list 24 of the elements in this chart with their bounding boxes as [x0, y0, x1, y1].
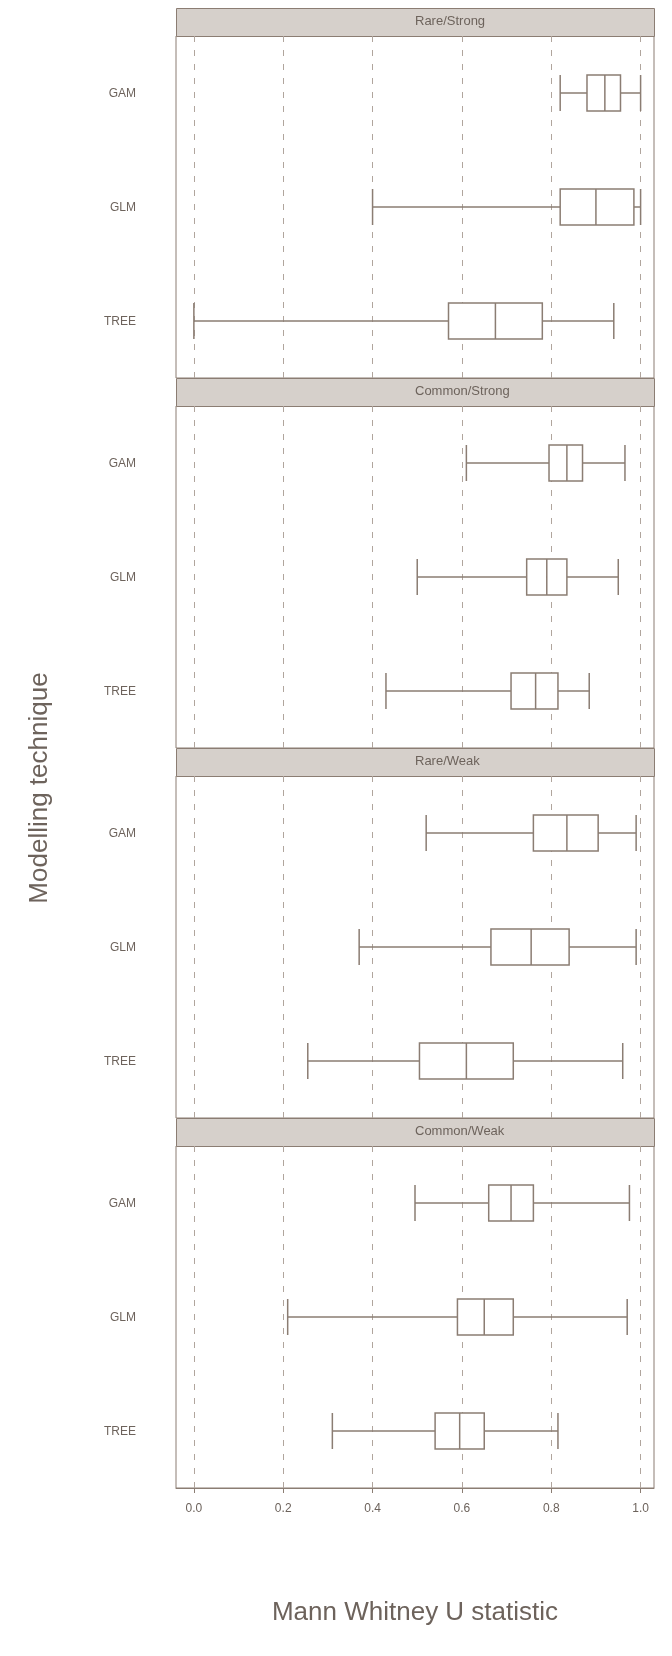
y-tick-label: GAM: [108, 456, 136, 470]
x-tick-label: 1.0: [632, 1501, 650, 1515]
x-tick-label: 0.8: [542, 1501, 560, 1515]
y-tick-label: GAM: [108, 826, 136, 840]
y-tick-label: TREE: [103, 684, 136, 698]
x-axis-title: Mann Whitney U statistic: [271, 1596, 559, 1626]
y-tick-label: TREE: [103, 1424, 136, 1438]
y-tick-label: GLM: [109, 940, 136, 954]
y-tick-label: TREE: [103, 314, 136, 328]
y-tick-label: GAM: [108, 86, 136, 100]
chart-title: Rare/Strong: [415, 13, 486, 28]
x-tick-label: 0.6: [453, 1501, 471, 1515]
x-tick-label: 0.0: [185, 1501, 203, 1515]
y-tick-label: GLM: [109, 200, 136, 214]
x-tick-label: 0.2: [274, 1501, 292, 1515]
chart-title: Common/Strong: [415, 383, 510, 398]
y-tick-label: GAM: [108, 1196, 136, 1210]
chart-title: Rare/Weak: [414, 753, 481, 768]
y-axis-title: Modelling technique: [22, 672, 54, 904]
chart-title: Common/Weak: [415, 1123, 505, 1138]
y-tick-label: TREE: [103, 1054, 136, 1068]
y-tick-label: GLM: [109, 570, 136, 584]
y-tick-label: GLM: [109, 1310, 136, 1324]
x-tick-label: 0.4: [364, 1501, 382, 1515]
